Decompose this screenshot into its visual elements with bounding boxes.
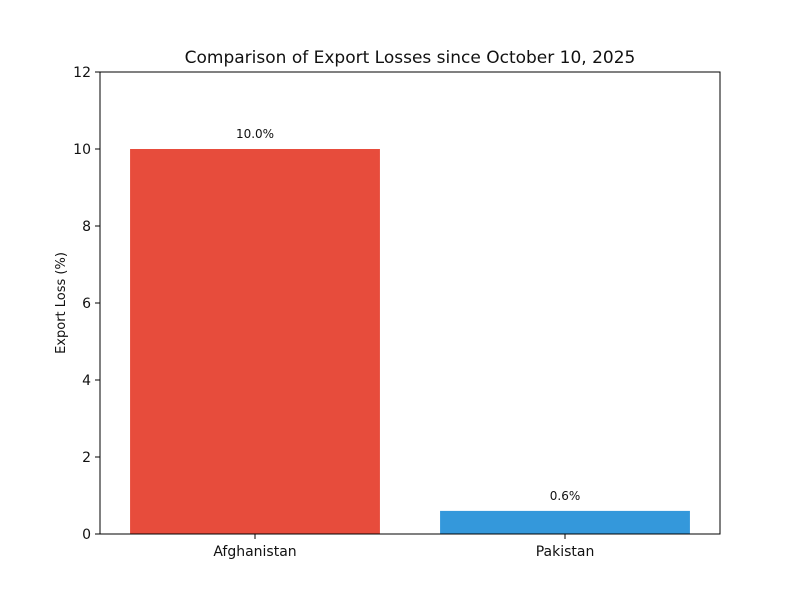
y-tick-label: 8: [82, 219, 91, 235]
y-tick-label: 4: [82, 373, 91, 389]
x-tick-label: Pakistan: [536, 544, 595, 560]
y-tick-label: 12: [73, 65, 91, 81]
y-tick-label: 2: [82, 450, 91, 466]
y-tick-label: 0: [82, 527, 91, 543]
x-tick-label: Afghanistan: [213, 544, 296, 560]
bar-pakistan: [440, 510, 690, 534]
bar-afghanistan: [130, 149, 380, 534]
y-tick-label: 10: [73, 142, 91, 158]
plot-frame: [99, 71, 721, 535]
chart-title: Comparison of Export Losses since Octobe…: [185, 48, 636, 68]
y-axis-label: Export Loss (%): [54, 252, 69, 354]
data-label: 0.6%: [550, 489, 581, 503]
y-tick-label: 6: [82, 296, 91, 312]
plot-area: 0 2 4 6 8 10 12 Afghanistan 10.0% Pakistan 0.6%: [73, 65, 690, 560]
data-label: 10.0%: [236, 127, 274, 141]
